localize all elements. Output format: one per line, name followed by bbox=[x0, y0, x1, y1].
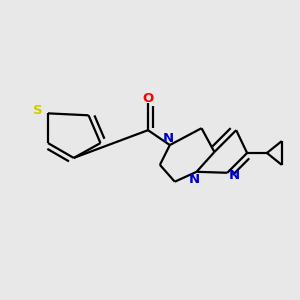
Text: S: S bbox=[33, 104, 42, 117]
Text: O: O bbox=[142, 92, 154, 105]
Text: N: N bbox=[163, 132, 174, 145]
Text: N: N bbox=[189, 173, 200, 186]
Text: N: N bbox=[229, 169, 240, 182]
